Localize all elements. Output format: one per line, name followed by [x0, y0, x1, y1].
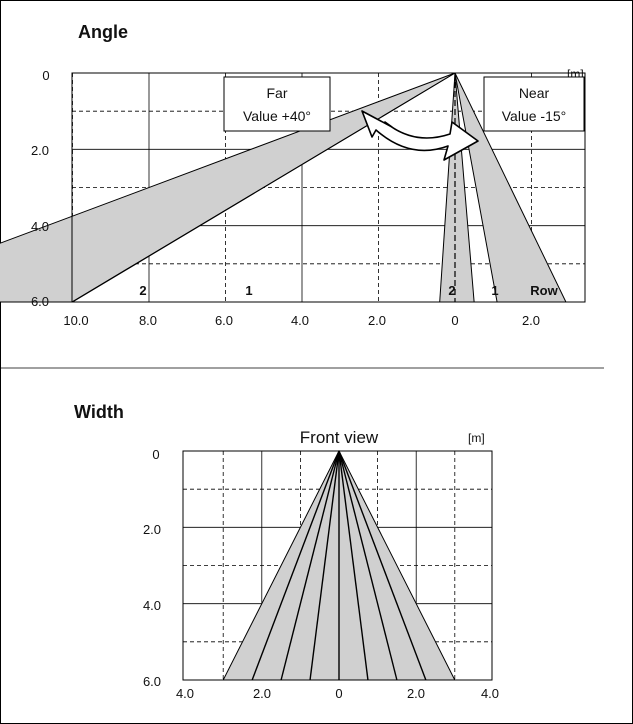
far-beam-label-2: 2 — [139, 283, 146, 298]
row-label: Row — [530, 283, 558, 298]
width-y-tick: 6.0 — [143, 674, 161, 689]
angle-x-tick: 8.0 — [139, 313, 157, 328]
width-title: Width — [74, 402, 124, 422]
width-beam-line — [338, 450, 427, 681]
angle-title: Angle — [78, 22, 128, 42]
width-beam-line — [338, 450, 398, 681]
angle-x-tick: 4.0 — [291, 313, 309, 328]
far-value-box: Far Value +40° — [223, 76, 331, 132]
width-x-tick: 2.0 — [407, 686, 425, 701]
angle-y-tick: 2.0 — [31, 143, 49, 158]
width-x-tick: 4.0 — [481, 686, 499, 701]
far-box-line1: Far — [267, 85, 288, 101]
width-beam-line — [309, 450, 340, 681]
width-beam-line — [280, 450, 340, 681]
far-beam-label-1: 1 — [245, 283, 252, 298]
angle-x-tick: 2.0 — [522, 313, 540, 328]
width-unit-label: [m] — [468, 431, 485, 445]
angle-y-tick: 4.0 — [31, 219, 49, 234]
angle-x-tick: 6.0 — [215, 313, 233, 328]
width-beam-line — [338, 450, 369, 681]
width-y-tick: 0 — [152, 447, 159, 462]
near-beam-label-2: 2 — [448, 283, 455, 298]
width-x-tick: 2.0 — [253, 686, 271, 701]
angle-x-tick: 2.0 — [368, 313, 386, 328]
width-beam-line — [251, 450, 340, 681]
width-y-tick: 2.0 — [143, 522, 161, 537]
angle-y-tick: 0 — [42, 68, 49, 83]
front-view-label: Front view — [300, 428, 379, 447]
near-box-line1: Near — [519, 85, 550, 101]
width-x-tick: 0 — [335, 686, 342, 701]
near-beam-label-1: 1 — [491, 283, 498, 298]
angle-y-tick: 6.0 — [31, 294, 49, 309]
angle-frame — [71, 72, 586, 303]
adjust-arrow-icon — [361, 110, 479, 161]
far-box-line2: Value +40° — [243, 108, 311, 124]
width-frame — [182, 450, 493, 681]
angle-beams — [0, 72, 567, 303]
near-box-line2: Value -15° — [502, 108, 567, 124]
width-y-tick: 4.0 — [143, 598, 161, 613]
width-beams — [222, 449, 456, 681]
angle-x-tick: 10.0 — [63, 313, 88, 328]
angle-x-tick: 0 — [451, 313, 458, 328]
near-value-box: Near Value -15° — [483, 76, 585, 132]
width-x-tick: 4.0 — [176, 686, 194, 701]
